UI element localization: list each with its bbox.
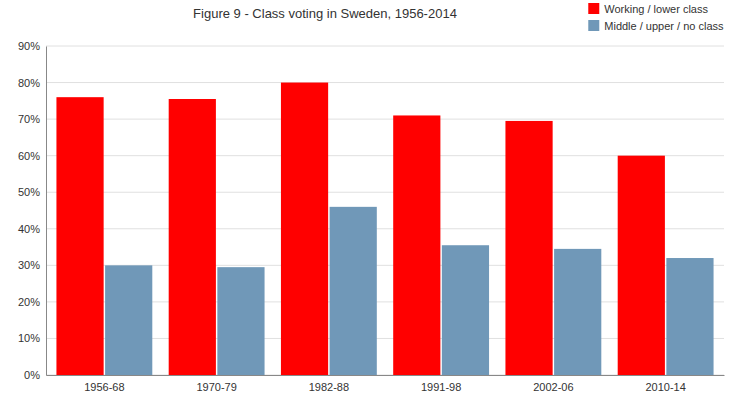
grid (46, 46, 724, 375)
grid-line (46, 119, 724, 120)
plot-area: 0% 10% 20% 30% 40% 50% 60% 70% 80% 90% 1956-68 1970… (18, 40, 725, 393)
y-tick-label: 40% (18, 223, 40, 235)
y-tick: 80% (18, 77, 46, 89)
y-tick-label: 10% (18, 332, 40, 344)
y-tick-label: 80% (18, 77, 40, 89)
y-tick-label: 20% (18, 296, 40, 308)
legend-item: Working / lower class (588, 3, 708, 15)
y-tick: 40% (18, 223, 46, 235)
y-tick: 20% (18, 296, 46, 308)
y-tick-label: 70% (18, 113, 40, 125)
x-tick: 1982-88 (309, 375, 349, 393)
chart: 0% 10% 20% 30% 40% 50% 60% 70% 80% 90% 1956-68 1970… (0, 0, 740, 403)
y-axis: 0% 10% 20% 30% 40% 50% 60% 70% 80% 90% (18, 40, 47, 381)
legend-swatch (588, 20, 599, 31)
bars (56, 83, 713, 375)
x-tick: 1991-98 (421, 375, 461, 393)
grid-line (46, 46, 724, 47)
x-tick-label: 2002-06 (533, 381, 573, 393)
x-tick: 2002-06 (533, 375, 573, 393)
bar (393, 115, 440, 375)
y-tick-label: 0% (24, 369, 40, 381)
y-tick: 50% (18, 186, 46, 198)
x-tick: 1956-68 (84, 375, 124, 393)
title: Figure 9 - Class voting in Sweden, 1956-… (193, 6, 457, 21)
y-tick: 60% (18, 150, 46, 162)
x-tick: 1970-79 (196, 375, 236, 393)
y-tick-label: 50% (18, 186, 40, 198)
bar (666, 258, 713, 375)
bar (169, 99, 216, 375)
legend: Working / lower class Middle / upper / no… (588, 3, 724, 32)
bar-series (105, 207, 713, 375)
y-tick-label: 60% (18, 150, 40, 162)
x-tick: 2010-14 (645, 375, 685, 393)
x-tick-label: 1970-79 (196, 381, 236, 393)
x-axis-line (47, 375, 725, 376)
bar (330, 207, 377, 375)
y-tick: 0% (24, 369, 46, 381)
y-tick: 90% (18, 40, 46, 52)
x-tick-label: 1956-68 (84, 381, 124, 393)
x-tick-label: 2010-14 (645, 381, 685, 393)
x-axis: 1956-68 1970-79 1982-88 1991-98 2002-06 2010-… (47, 375, 725, 393)
bar (618, 156, 665, 375)
bar (442, 245, 489, 375)
y-tick: 10% (18, 332, 46, 344)
bar (281, 83, 328, 375)
y-tick: 30% (18, 259, 46, 271)
x-tick-label: 1982-88 (309, 381, 349, 393)
bar (56, 97, 103, 375)
bar (217, 267, 264, 375)
legend-label: Middle / upper / no class (604, 20, 724, 32)
bar (505, 121, 552, 375)
bar (105, 265, 152, 375)
legend-swatch (588, 3, 599, 14)
x-tick-label: 1991-98 (421, 381, 461, 393)
legend-item: Middle / upper / no class (588, 20, 724, 32)
grid-line (46, 82, 724, 83)
bar (554, 249, 601, 375)
y-tick: 70% (18, 113, 46, 125)
y-tick-label: 90% (18, 40, 40, 52)
bar-series (56, 83, 664, 375)
y-tick-label: 30% (18, 259, 40, 271)
legend-label: Working / lower class (604, 3, 708, 15)
y-axis-line (46, 47, 47, 376)
